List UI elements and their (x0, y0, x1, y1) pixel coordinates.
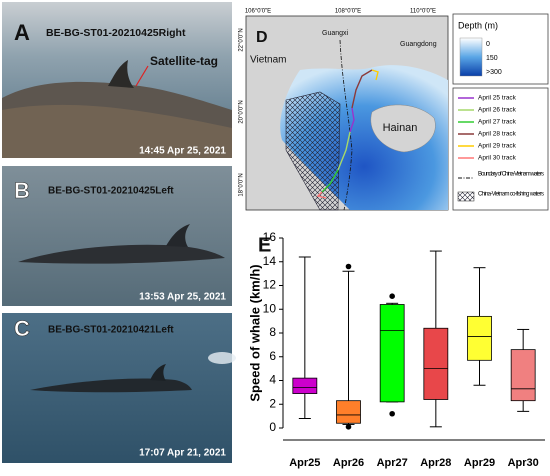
track (349, 107, 355, 133)
photo-c: C BE-BG-ST01-20210421Left 17:07 Apr 21, … (2, 313, 236, 463)
lon-label: 106°0'0"E (245, 9, 271, 15)
panel-label: A (14, 20, 30, 45)
lat-label: 22°0'0"N (239, 28, 245, 51)
timestamp: 14:45 Apr 25, 2021 (139, 146, 226, 157)
panel-label: E (258, 234, 271, 256)
y-tick-label: 8 (269, 325, 276, 339)
legend-label: >300 (486, 69, 502, 76)
place-label: Guangxi (322, 30, 349, 37)
y-tick-label: 0 (269, 420, 276, 434)
lat-label: 20°0'0"N (239, 100, 245, 123)
outlier (345, 424, 352, 430)
x-tick-label: Apr28 (420, 457, 451, 469)
lon-label: 108°0'0"E (335, 9, 361, 15)
y-tick-label: 2 (269, 396, 276, 410)
track (316, 191, 327, 199)
whale-id: BE-BG-ST01-20210425Left (48, 186, 174, 197)
legend-label: 150 (486, 55, 498, 62)
photo-b: B BE-BG-ST01-20210425Left 13:53 Apr 25, … (2, 166, 232, 306)
box (379, 304, 405, 403)
y-tick-label: 6 (269, 349, 276, 363)
y-tick-label: 14 (263, 254, 277, 268)
x-tick-label: Apr30 (508, 457, 539, 469)
photo-a: A BE-BG-ST01-20210425Right Satellite-tag… (2, 2, 232, 158)
y-tick-label: 10 (263, 301, 277, 315)
box (510, 349, 536, 402)
panel-label: D (256, 29, 268, 46)
outlier (389, 410, 395, 417)
y-tick-label: 4 (269, 373, 276, 387)
y-axis-label: Speed of whale (km/h) (247, 264, 262, 401)
outlier (389, 293, 395, 299)
legend-label: April 26 track (478, 107, 517, 114)
timestamp: 13:53 Apr 25, 2021 (139, 292, 226, 303)
box (336, 400, 361, 424)
y-tick-label: 12 (263, 278, 277, 292)
annotation: Satellite-tag (150, 54, 218, 68)
legend-label: April 27 track (478, 119, 517, 126)
track (351, 69, 373, 109)
panel-label: B (14, 178, 30, 203)
x-tick-label: Apr29 (464, 457, 495, 469)
track (371, 69, 379, 81)
legend-label: 0 (486, 41, 490, 48)
legend-label: April 28 track (478, 131, 517, 138)
lon-label: 110°0'0"E (410, 9, 436, 15)
track (321, 169, 339, 193)
place-label: Hainan (383, 122, 418, 134)
track-legend: Boundary of China-Vietnam waters China-V… (452, 87, 549, 211)
lat-label: 18°0'0"N (239, 173, 245, 196)
map: 106°0'0"E 108°0'0"E 110°0'0"E 22°0'0"N 2… (239, 9, 449, 211)
legend-label: April 25 track (478, 95, 517, 102)
whale-id: BE-BG-ST01-20210421Left (48, 325, 174, 336)
legend-label: Boundary of China-Vietnam waters (478, 172, 544, 178)
x-tick-label: Apr25 (289, 457, 320, 469)
legend-label: China-Vietnam co-fishing waters (478, 192, 544, 198)
track (337, 131, 351, 171)
x-tick-label: Apr26 (333, 457, 364, 469)
place-label: Guangdong (400, 41, 437, 48)
panel-label: C (14, 316, 30, 341)
timestamp: 17:07 Apr 21, 2021 (139, 448, 226, 459)
box-plot: E Speed of whale (km/h) 0 2 4 6 8 10 12 14 16 Apr… (247, 230, 545, 469)
whale-id: BE-BG-ST01-20210425Right (46, 27, 186, 39)
box (467, 315, 492, 361)
place-label: Vietnam (250, 55, 287, 66)
x-tick-label: Apr27 (377, 457, 408, 469)
depth-legend: Depth (m) 0 150 >300 (452, 13, 549, 85)
legend-title: Depth (m) (458, 20, 498, 30)
y-tick-label: 16 (263, 230, 277, 244)
legend-label: April 30 track (478, 155, 517, 162)
box (292, 377, 318, 394)
box (423, 327, 449, 400)
outlier (345, 263, 352, 270)
legend-label: April 29 track (478, 143, 517, 150)
